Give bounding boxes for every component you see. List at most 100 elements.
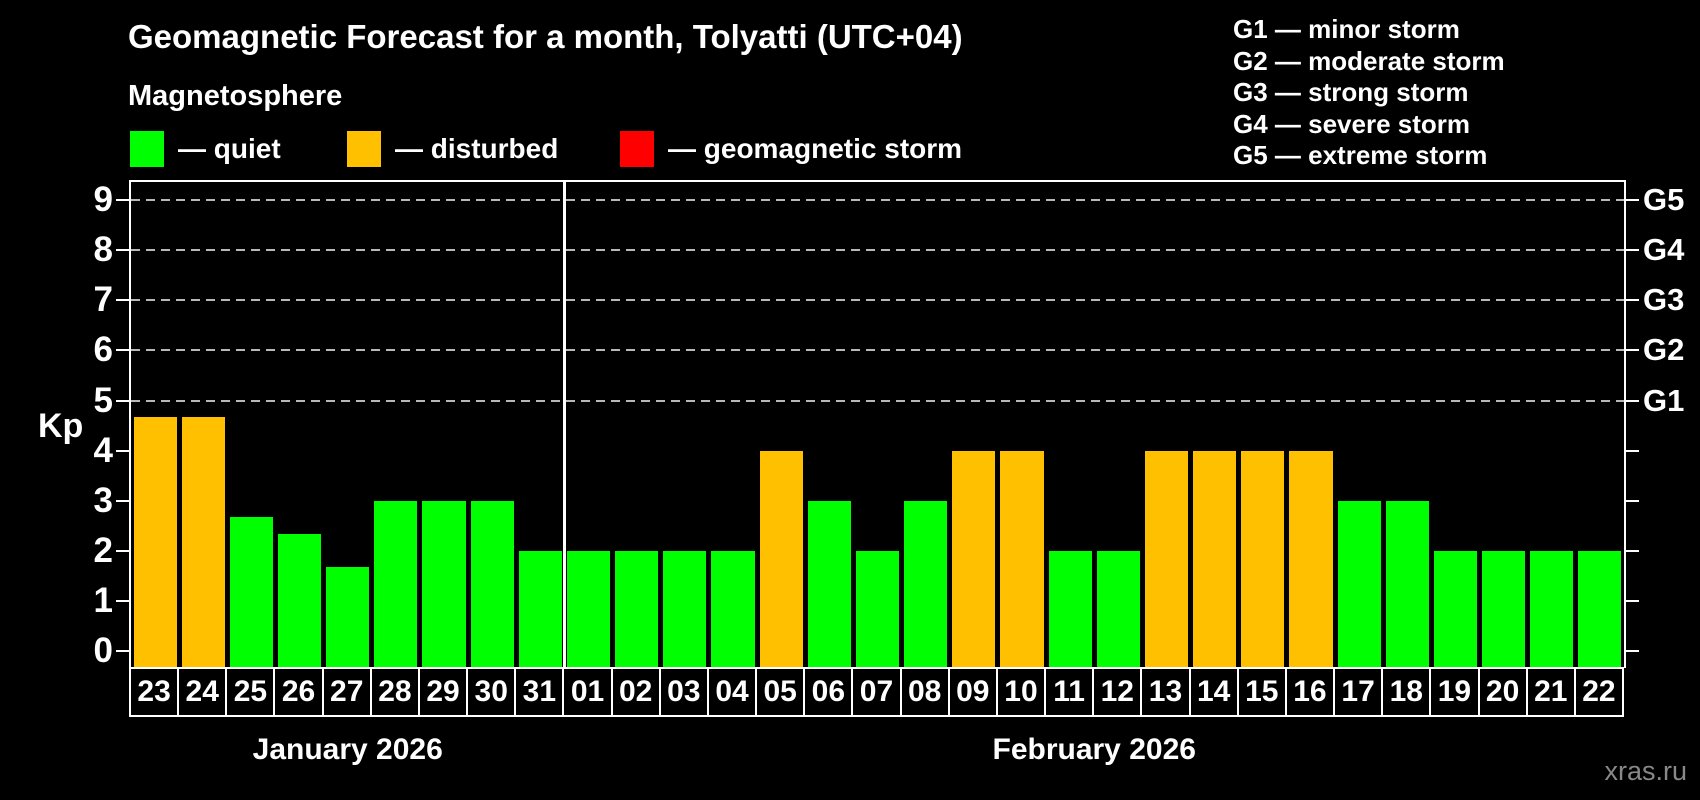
storm-scale-item-g2: G2 — moderate storm: [1233, 45, 1505, 76]
date-label: 13: [1148, 675, 1183, 708]
date-cell: 05: [755, 667, 806, 717]
kp-bar: [326, 567, 370, 668]
month-label: February 2026: [992, 733, 1196, 766]
kp-bar: [663, 550, 707, 668]
y-tick-label: 7: [93, 280, 113, 320]
date-label: 30: [474, 675, 508, 708]
y-axis-tick-right: [1625, 199, 1639, 202]
date-label: 22: [1582, 675, 1616, 708]
y-axis-tick-left: [116, 449, 130, 452]
y-tick-label: 3: [93, 480, 113, 520]
date-cell: 14: [1188, 667, 1239, 717]
y-axis-tick-right: [1625, 449, 1639, 452]
date-label: 14: [1196, 675, 1231, 708]
kp-bar: [374, 500, 418, 668]
kp-bar: [1530, 550, 1574, 668]
date-cell: 30: [466, 667, 517, 717]
y-tick-label: 4: [93, 430, 113, 470]
date-label: 01: [570, 675, 605, 708]
y-tick-label: 1: [93, 580, 113, 620]
disturbed-label: — disturbed: [395, 133, 559, 164]
date-cell: 17: [1333, 667, 1384, 717]
kp-bar: [470, 500, 514, 668]
quiet-label: — quiet: [178, 133, 281, 164]
date-label: 08: [907, 675, 942, 708]
date-label: 18: [1389, 675, 1423, 708]
month-separator: [562, 182, 566, 668]
y-axis-tick-right: [1625, 399, 1639, 402]
date-cell: 23: [129, 667, 180, 717]
y-axis-tick-left: [116, 299, 130, 302]
y-axis-tick-left: [116, 399, 130, 402]
y-axis-tick-left: [116, 650, 130, 652]
date-label: 26: [281, 675, 316, 708]
y-axis-tick-right: [1625, 249, 1639, 252]
y-axis-tick-right: [1625, 650, 1639, 652]
kp-bar: [711, 550, 755, 668]
kp-bar: [807, 500, 851, 668]
kp-bar: [1289, 450, 1333, 668]
date-cell: 01: [562, 667, 613, 717]
storm-scale-item-g3: G3 — strong storm: [1233, 77, 1469, 107]
date-label: 03: [667, 675, 701, 708]
date-label: 27: [330, 675, 364, 708]
date-label: 16: [1293, 675, 1327, 708]
date-label: 24: [185, 675, 219, 708]
date-cell: 07: [851, 667, 902, 717]
kp-bar: [518, 550, 562, 668]
y-axis-tick-left: [116, 599, 130, 602]
date-cell: 18: [1381, 667, 1432, 717]
gridline-kp7: [131, 299, 1624, 302]
date-cell: 10: [995, 667, 1047, 717]
y-axis-tick-left: [116, 349, 130, 352]
kp-bar: [855, 550, 900, 668]
y-axis-tick-right: [1625, 349, 1639, 352]
date-cell: 13: [1140, 667, 1191, 717]
y-axis-tick-right: [1625, 549, 1639, 552]
kp-bar: [1096, 550, 1140, 668]
kp-bar: [1193, 450, 1237, 668]
date-label: 17: [1341, 675, 1375, 708]
date-cell: 11: [1044, 667, 1095, 717]
y-axis-tick-left: [116, 549, 130, 552]
gridline-kp8: [131, 249, 1624, 252]
y-axis-tick-right: [1625, 299, 1639, 302]
gridline-kp5: [131, 399, 1624, 402]
kp-bar: [1000, 450, 1044, 668]
y-tick-label: 5: [93, 380, 113, 420]
date-label: 15: [1245, 675, 1279, 708]
date-cell: 03: [658, 667, 709, 717]
g-level-label-g2: G2: [1643, 332, 1685, 368]
y-tick-label: 2: [93, 530, 113, 570]
date-label: 29: [426, 675, 460, 708]
date-label: 10: [1004, 675, 1038, 708]
kp-bar: [181, 417, 225, 668]
kp-bar: [566, 550, 611, 668]
kp-bar: [1337, 500, 1381, 668]
kp-bar: [1241, 450, 1285, 668]
kp-bar: [1482, 550, 1526, 668]
kp-bar: [759, 450, 803, 668]
y-axis-tick-right: [1625, 599, 1639, 602]
plot-area: [129, 180, 1626, 668]
date-label: 28: [378, 675, 412, 708]
date-cell: 31: [514, 667, 565, 717]
chart-subtitle: Magnetosphere: [128, 80, 343, 112]
kp-bar: [904, 500, 948, 668]
date-cell: 06: [803, 667, 854, 717]
date-cell: 22: [1573, 667, 1624, 717]
date-label: 06: [811, 675, 846, 708]
date-label: 31: [522, 675, 557, 708]
date-cell: 27: [321, 667, 372, 717]
kp-bar: [1578, 550, 1622, 668]
date-cell: 12: [1092, 667, 1143, 717]
storm-scale-item-g4: G4 — severe storm: [1233, 108, 1471, 139]
kp-bar: [1144, 450, 1189, 668]
storm-scale-item-g1: G1 — minor storm: [1233, 14, 1460, 44]
y-axis-tick-left: [116, 499, 130, 502]
date-cell: 09: [947, 667, 998, 717]
date-label: 05: [763, 675, 797, 708]
y-axis-title: Kp: [38, 407, 84, 445]
date-cell: 24: [177, 667, 228, 717]
